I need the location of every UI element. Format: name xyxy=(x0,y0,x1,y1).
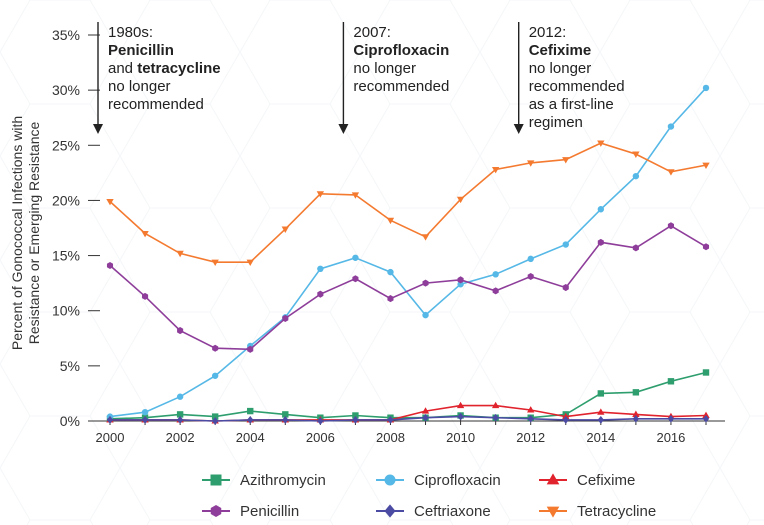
y-axis-title: Percent of Gonococcal Infections with Re… xyxy=(9,116,42,350)
data-point-ciprofloxacin-2009 xyxy=(422,312,428,318)
x-tick-label-2012: 2012 xyxy=(516,430,545,445)
x-tick-label-2010: 2010 xyxy=(446,430,475,445)
annotation-text-line: Cefixime xyxy=(529,42,592,59)
legend-label-cefixime: Cefixime xyxy=(577,472,635,489)
data-point-azithromycin-2017 xyxy=(703,369,709,375)
x-tick-label-2000: 2000 xyxy=(96,430,125,445)
annotation-text-line: and tetracycline xyxy=(108,60,221,77)
x-tick-label-2008: 2008 xyxy=(376,430,405,445)
data-point-ciprofloxacin-2003 xyxy=(212,373,218,379)
y-tick-label-5: 5% xyxy=(60,358,80,374)
y-tick-label-35: 35% xyxy=(52,27,80,43)
annotation-text-line: regimen xyxy=(529,114,583,131)
data-point-ciprofloxacin-2007 xyxy=(352,255,358,261)
legend-label-azithromycin: Azithromycin xyxy=(240,472,326,489)
data-point-ciprofloxacin-2012 xyxy=(528,256,534,262)
data-point-ciprofloxacin-2014 xyxy=(598,206,604,212)
annotation-text-line: no longer xyxy=(529,60,592,77)
annotation-text-line: recommended xyxy=(529,78,625,95)
x-tick-label-2004: 2004 xyxy=(236,430,265,445)
data-point-ciprofloxacin-2008 xyxy=(387,269,393,275)
y-tick-label-0: 0% xyxy=(60,413,80,429)
annotation-text-line: Ciprofloxacin xyxy=(353,42,449,59)
x-tick-label-2014: 2014 xyxy=(586,430,615,445)
y-tick-label-30: 30% xyxy=(52,82,80,98)
annotation-text-line: as a first-line xyxy=(529,96,614,113)
data-point-ciprofloxacin-2016 xyxy=(668,123,674,129)
data-point-ciprofloxacin-2013 xyxy=(563,241,569,247)
legend-label-ceftriaxone: Ceftriaxone xyxy=(414,503,491,520)
annotation-text-line: no longer xyxy=(353,60,416,77)
legend-label-ciprofloxacin: Ciprofloxacin xyxy=(414,472,501,489)
data-point-ciprofloxacin-2015 xyxy=(633,173,639,179)
y-axis-title-line1: Percent of Gonococcal Infections with xyxy=(9,116,25,350)
x-tick-label-2006: 2006 xyxy=(306,430,335,445)
legend-swatch-marker xyxy=(385,475,396,486)
x-tick-label-2002: 2002 xyxy=(166,430,195,445)
annotation-text-line: recommended xyxy=(108,96,204,113)
annotation-text-line: recommended xyxy=(353,78,449,95)
annotation-text-line: 1980s: xyxy=(108,24,153,41)
data-point-ciprofloxacin-2017 xyxy=(703,85,709,91)
annotation-text-line: Penicillin xyxy=(108,42,174,59)
data-point-ciprofloxacin-2001 xyxy=(142,409,148,415)
annotation-text-line: 2007: xyxy=(353,24,391,41)
y-tick-label-10: 10% xyxy=(52,303,80,319)
y-tick-label-25: 25% xyxy=(52,137,80,153)
y-tick-label-20: 20% xyxy=(52,192,80,208)
data-point-ciprofloxacin-2011 xyxy=(492,271,498,277)
legend-swatch-marker xyxy=(211,475,222,486)
annotation-text-line: 2012: xyxy=(529,24,567,41)
x-tick-label-2016: 2016 xyxy=(656,430,685,445)
data-point-azithromycin-2014 xyxy=(598,390,604,396)
y-axis-title-line2: Resistance or Emerging Resistance xyxy=(26,122,42,345)
data-point-azithromycin-2004 xyxy=(247,408,253,414)
legend-label-tetracycline: Tetracycline xyxy=(577,503,656,520)
data-point-azithromycin-2016 xyxy=(668,378,674,384)
legend-label-penicillin: Penicillin xyxy=(240,503,299,520)
y-tick-label-15: 15% xyxy=(52,248,80,264)
data-point-azithromycin-2015 xyxy=(633,389,639,395)
data-point-ciprofloxacin-2002 xyxy=(177,394,183,400)
data-point-ciprofloxacin-2006 xyxy=(317,266,323,272)
annotation-text-line: no longer xyxy=(108,78,171,95)
